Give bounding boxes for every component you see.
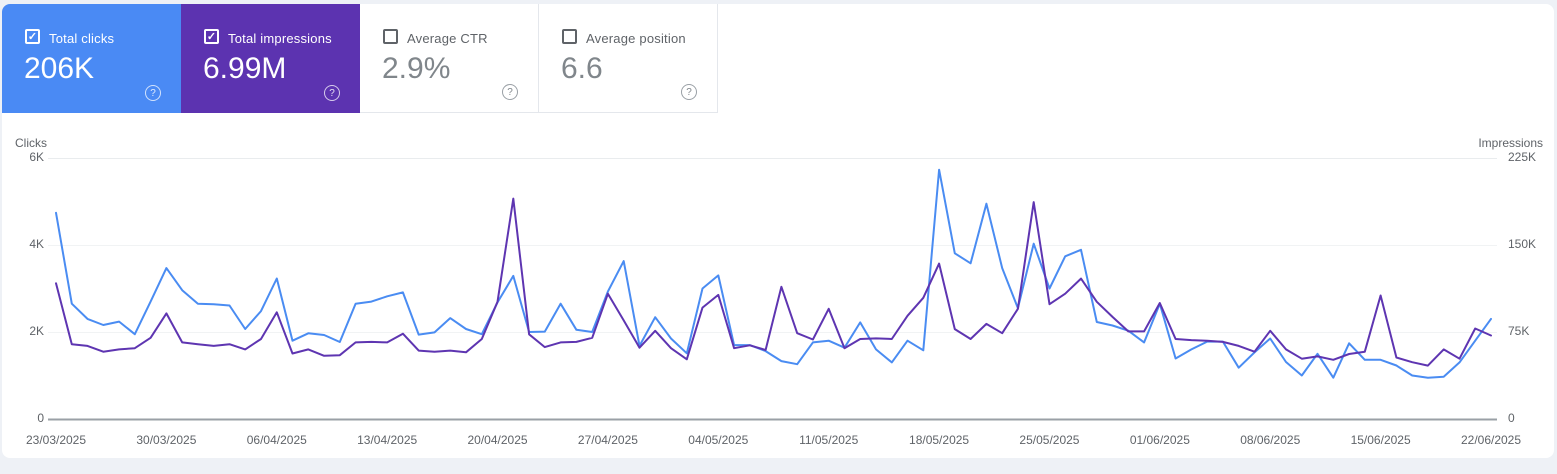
- clicks-y-tick: 4K: [29, 237, 44, 251]
- card-value: 206K: [24, 52, 95, 85]
- x-tick-label: 15/06/2025: [1350, 433, 1411, 447]
- x-tick-label: 01/06/2025: [1129, 433, 1190, 447]
- series-line-total-clicks: [55, 168, 1492, 379]
- help-icon[interactable]: ?: [502, 84, 518, 100]
- checkbox-average-position[interactable]: [562, 29, 577, 44]
- series-line-total-impressions: [55, 197, 1492, 367]
- x-tick-label: 20/04/2025: [467, 433, 528, 447]
- help-icon[interactable]: ?: [145, 85, 161, 101]
- card-label: Average position: [586, 31, 686, 46]
- x-tick-label: 13/04/2025: [357, 433, 418, 447]
- card-total-impressions[interactable]: ✓ Total impressions 6.99M ?: [181, 4, 360, 113]
- x-tick-label: 18/05/2025: [909, 433, 970, 447]
- card-label: Total clicks: [49, 31, 115, 46]
- impressions-y-tick: 150K: [1508, 237, 1537, 251]
- x-tick-label: 23/03/2025: [25, 433, 87, 447]
- impressions-y-tick: 225K: [1508, 150, 1537, 164]
- x-tick-label: 30/03/2025: [136, 433, 197, 447]
- x-tick-label: 25/05/2025: [1019, 433, 1080, 447]
- x-tick-label: 11/05/2025: [799, 433, 859, 447]
- card-label: Average CTR: [407, 31, 488, 46]
- x-tick-label: 06/04/2025: [246, 433, 307, 447]
- card-value: 6.6: [561, 52, 603, 85]
- checkbox-total-clicks[interactable]: ✓: [25, 29, 40, 44]
- clicks-y-tick: 2K: [29, 324, 44, 338]
- help-icon[interactable]: ?: [324, 85, 340, 101]
- clicks-y-tick: 0: [37, 411, 44, 425]
- card-value: 2.9%: [382, 52, 451, 85]
- checkbox-average-ctr[interactable]: [383, 29, 398, 44]
- help-icon[interactable]: ?: [681, 84, 697, 100]
- card-average-position[interactable]: Average position 6.6 ?: [539, 4, 718, 113]
- card-total-clicks[interactable]: ✓ Total clicks 206K ?: [2, 4, 181, 113]
- impressions-y-tick: 75K: [1508, 324, 1530, 338]
- x-tick-label: 04/05/2025: [688, 433, 749, 447]
- impressions-axis-title: Impressions: [1478, 136, 1543, 150]
- card-average-ctr[interactable]: Average CTR 2.9% ?: [360, 4, 539, 113]
- clicks-axis-title: Clicks: [15, 136, 47, 150]
- x-tick-label: 22/06/2025: [1460, 433, 1522, 447]
- card-label: Total impressions: [228, 31, 332, 46]
- clicks-y-tick: 6K: [29, 150, 44, 164]
- card-value: 6.99M: [203, 52, 287, 85]
- checkbox-total-impressions[interactable]: ✓: [204, 29, 219, 44]
- metric-cards-row: ✓ Total clicks 206K ? ✓ Total impression…: [2, 4, 718, 113]
- x-tick-label: 27/04/2025: [577, 433, 638, 447]
- impressions-y-tick: 0: [1508, 411, 1515, 425]
- x-tick-label: 08/06/2025: [1240, 433, 1301, 447]
